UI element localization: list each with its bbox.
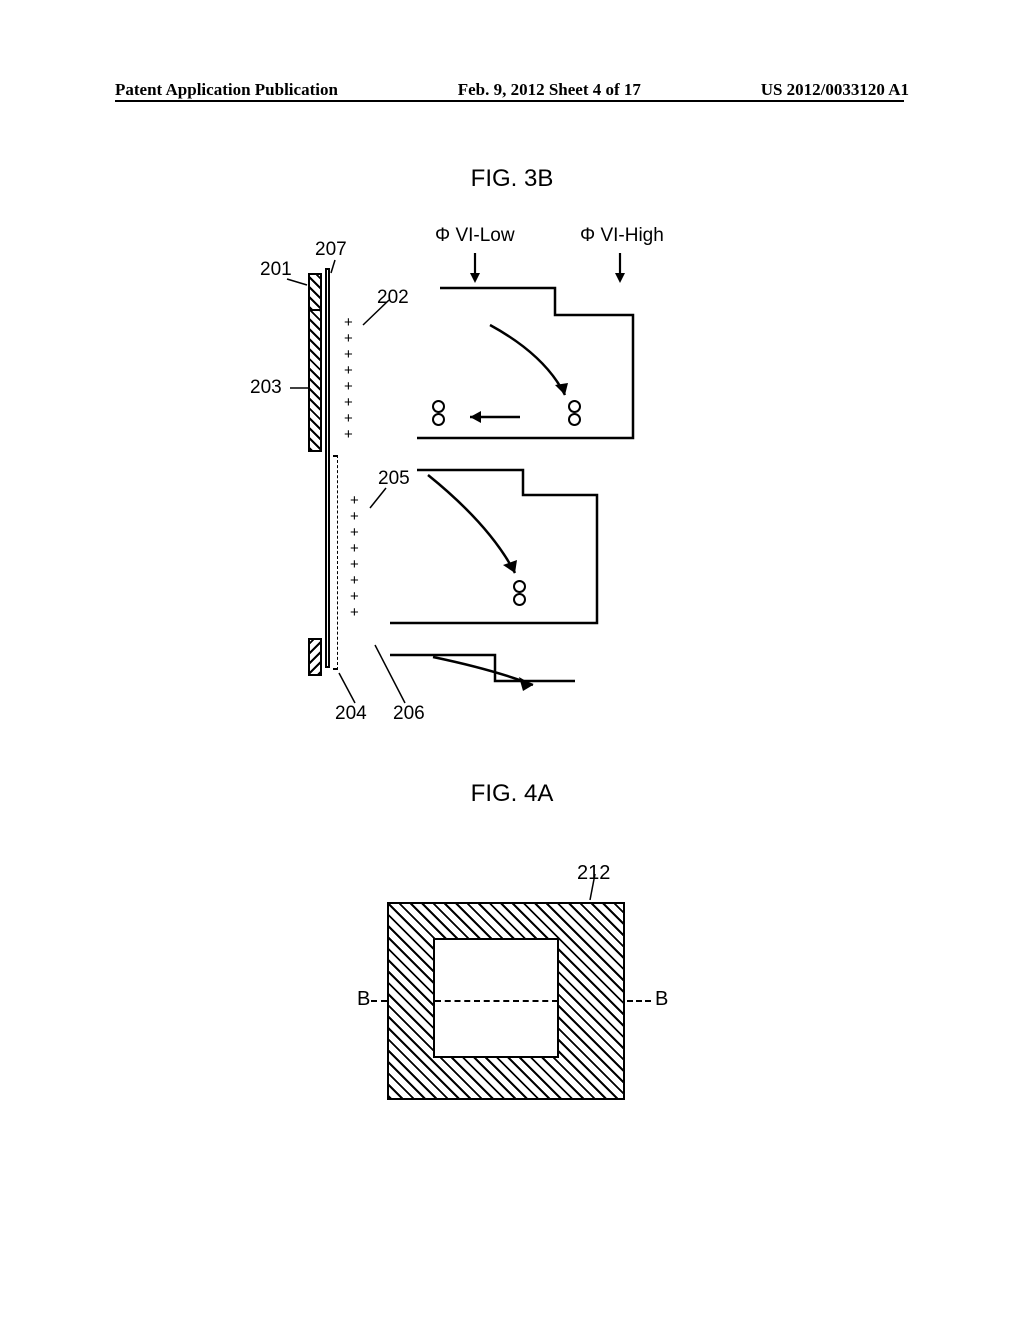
section-b-right: B xyxy=(655,988,668,1011)
header-center: Feb. 9, 2012 Sheet 4 of 17 xyxy=(458,80,641,100)
figure-4a-diagram: 212 B B xyxy=(365,880,645,1100)
inner-window xyxy=(433,938,559,1058)
charge-pair-icon xyxy=(432,400,445,426)
ref-206: 206 xyxy=(393,703,425,725)
section-dash xyxy=(435,1000,558,1002)
section-dash xyxy=(627,1000,651,1002)
figure-3b-diagram: Φ VI-Low Φ VI-High ++++++++ ++++++++ 201… xyxy=(265,225,755,725)
lead-212 xyxy=(587,872,607,902)
header-left: Patent Application Publication xyxy=(115,80,338,100)
ref-204: 204 xyxy=(335,703,367,725)
ref-205: 205 xyxy=(378,468,410,490)
charge-pair-icon xyxy=(568,400,581,426)
ref-202: 202 xyxy=(377,287,409,309)
header-divider xyxy=(115,100,904,102)
header-right: US 2012/0033120 A1 xyxy=(761,80,909,100)
ref-201: 201 xyxy=(260,259,292,281)
section-b-left: B xyxy=(357,988,370,1011)
page-header: Patent Application Publication Feb. 9, 2… xyxy=(0,80,1024,100)
section-dash xyxy=(371,1000,387,1002)
potential-profiles xyxy=(265,225,755,725)
ref-207: 207 xyxy=(315,239,347,261)
figure-4a-title: FIG. 4A xyxy=(0,780,1024,808)
charge-pair-icon xyxy=(513,580,526,606)
ref-203: 203 xyxy=(250,377,282,399)
figure-3b-title: FIG. 3B xyxy=(0,165,1024,193)
